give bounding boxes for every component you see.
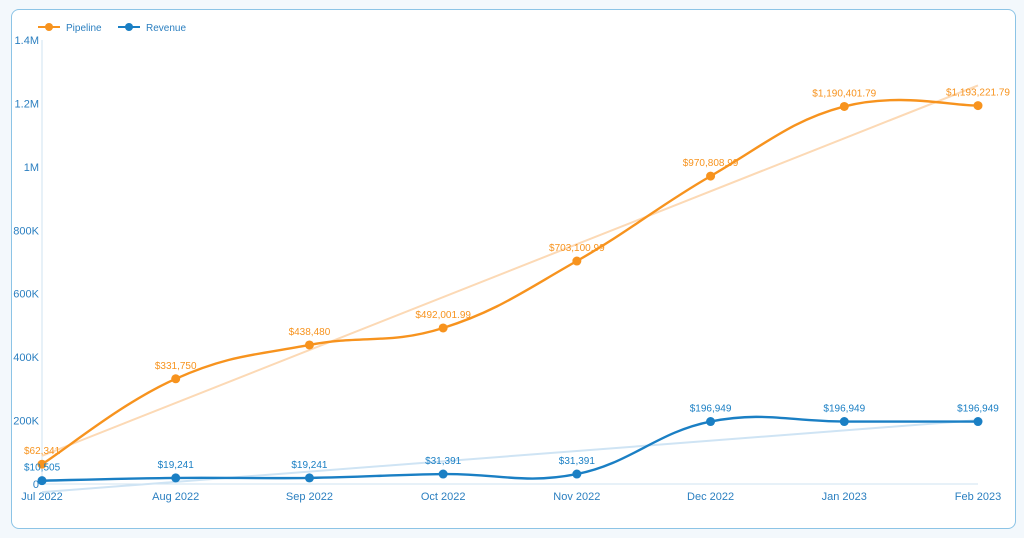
- trendline-pipeline: [41, 84, 979, 457]
- x-tick-label: Dec 2022: [687, 491, 734, 503]
- data-point-pipeline[interactable]: [706, 171, 716, 181]
- data-point-pipeline[interactable]: [171, 374, 181, 384]
- series-line-revenue: [41, 415, 978, 482]
- x-tick-label: Sep 2022: [286, 491, 333, 503]
- data-point-revenue[interactable]: [438, 469, 448, 479]
- data-point-revenue[interactable]: [304, 473, 314, 483]
- data-label-pipeline: $438,480: [289, 327, 331, 338]
- x-tick-label: Feb 2023: [955, 491, 1001, 503]
- data-label-pipeline: $62,341: [24, 446, 61, 457]
- data-label-pipeline: $970,808.99: [683, 158, 739, 169]
- y-tick-label: 1.2M: [15, 98, 39, 110]
- data-point-revenue[interactable]: [572, 469, 582, 479]
- data-label-pipeline: $331,750: [155, 361, 197, 372]
- data-label-pipeline: $703,100.99: [549, 243, 605, 254]
- data-point-pipeline[interactable]: [572, 256, 582, 266]
- data-point-pipeline[interactable]: [304, 340, 314, 350]
- x-tick-label: Oct 2022: [421, 491, 466, 503]
- axes: 0 200K 400K 600K 800K 1M 1.2M 1.4M Jul 2022 Aug 2…: [13, 35, 1001, 503]
- data-label-revenue: $196,949: [823, 404, 865, 415]
- data-point-pipeline[interactable]: [37, 459, 47, 469]
- data-label-revenue: $196,949: [957, 404, 999, 415]
- legend-label-pipeline: Pipeline: [66, 23, 102, 34]
- data-label-pipeline: $492,001.99: [415, 310, 471, 321]
- y-tick-label: 600K: [13, 289, 39, 301]
- legend-item-revenue[interactable]: Revenue: [118, 23, 186, 34]
- data-label-revenue: $19,241: [158, 460, 195, 471]
- legend[interactable]: Pipeline Revenue: [38, 23, 186, 34]
- data-point-revenue[interactable]: [171, 473, 181, 483]
- data-labels: $62,341 $331,750 $438,480 $492,001.99 $703,1…: [24, 88, 1010, 474]
- data-label-revenue: $196,949: [690, 404, 732, 415]
- trendlines: [41, 84, 979, 494]
- data-point-revenue[interactable]: [973, 417, 983, 427]
- data-label-revenue: $19,241: [291, 460, 328, 471]
- series-line-pipeline: [41, 98, 979, 466]
- data-label-pipeline: $1,190,401.79: [812, 88, 876, 99]
- data-label-pipeline: $1,193,221.79: [946, 88, 1010, 99]
- x-tick-label: Jul 2022: [21, 491, 63, 503]
- y-tick-label: 1M: [24, 162, 39, 174]
- y-tick-label: 200K: [13, 416, 39, 428]
- legend-label-revenue: Revenue: [146, 23, 186, 34]
- data-point-revenue[interactable]: [37, 476, 47, 486]
- trendline-revenue: [41, 419, 979, 494]
- legend-item-pipeline[interactable]: Pipeline: [38, 23, 102, 34]
- series-lines: [41, 98, 979, 482]
- data-points[interactable]: [37, 101, 983, 486]
- x-tick-label: Nov 2022: [553, 491, 600, 503]
- x-tick-label: Jan 2023: [822, 491, 867, 503]
- data-point-revenue[interactable]: [706, 417, 716, 427]
- y-tick-label: 1.4M: [15, 35, 39, 47]
- data-label-revenue: $31,391: [559, 456, 596, 467]
- data-point-pipeline[interactable]: [973, 101, 983, 111]
- x-tick-label: Aug 2022: [152, 491, 199, 503]
- data-label-revenue: $31,391: [425, 456, 462, 467]
- data-point-pipeline[interactable]: [839, 101, 849, 111]
- y-tick-label: 0: [33, 479, 39, 491]
- y-tick-label: 400K: [13, 352, 39, 364]
- data-point-revenue[interactable]: [839, 417, 849, 427]
- data-label-revenue: $10,505: [24, 463, 61, 474]
- data-point-pipeline[interactable]: [438, 323, 448, 333]
- y-tick-label: 800K: [13, 225, 39, 237]
